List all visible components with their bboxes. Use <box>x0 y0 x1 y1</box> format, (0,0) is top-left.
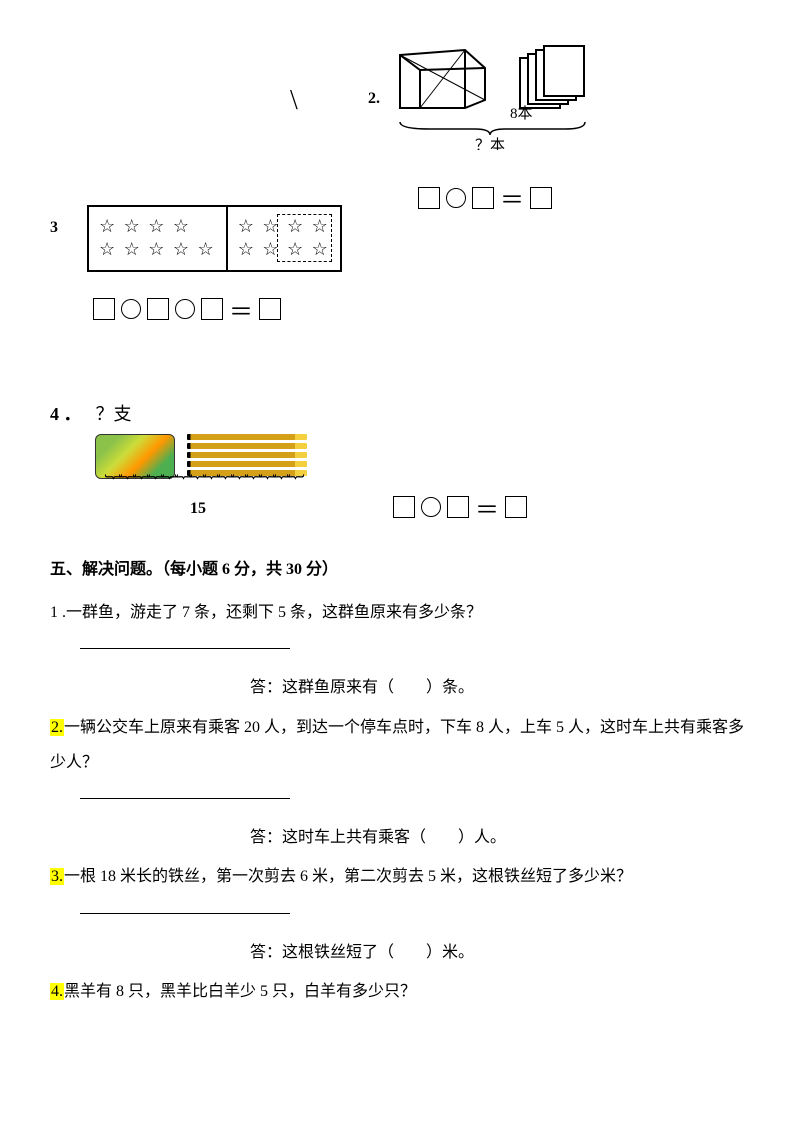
q2-8ben: 8本 <box>510 105 533 122</box>
wp2-text: 一辆公交车上原来有乘客 20 人，到达一个停车点时，下车 8 人，上车 5 人，… <box>50 719 744 771</box>
box-placeholder[interactable] <box>201 298 223 320</box>
wp3-text: 一根 18 米长的铁丝，第一次剪去 6 米，第二次剪去 5 米，这根铁丝短了多少… <box>64 868 632 885</box>
box-placeholder[interactable] <box>505 496 527 518</box>
star-row: ☆ ☆ ☆ ☆ ☆ <box>99 238 216 261</box>
q4-number: 4 ． <box>50 404 82 424</box>
wp2-number: 2. <box>50 719 64 736</box>
answer-blank-line[interactable] <box>80 913 290 914</box>
question-4: 4 ． ？支 ︸︸︸︸︸︸︸︸︸︸︸︸︸︸ 15 ＝ <box>50 400 530 525</box>
brace-icon: ︸︸︸︸︸︸︸︸︸︸︸︸︸︸ <box>95 479 310 490</box>
box-placeholder[interactable] <box>418 187 440 209</box>
question-2: 2. 8本 ？本 ＝ <box>370 40 600 215</box>
box-placeholder[interactable] <box>447 496 469 518</box>
pencil-icon <box>187 461 307 467</box>
box-placeholder[interactable] <box>393 496 415 518</box>
wp1-answer: 答：这群鱼原来有（ ）条。 <box>250 670 750 705</box>
q2-diagram: 8本 ？本 <box>370 40 600 120</box>
star-right-cell: ☆ ☆ ☆ ☆ ☆ ☆ ☆ ☆ <box>228 207 340 270</box>
wp1-text: 一群鱼，游走了 7 条，还剩下 5 条，这群鱼原来有多少条？ <box>66 604 482 621</box>
star-row: ☆ ☆ ☆ ☆ <box>99 215 216 238</box>
operator-placeholder[interactable] <box>121 299 141 319</box>
q4-total: 15 <box>190 500 206 517</box>
box-placeholder[interactable] <box>530 187 552 209</box>
q4-equation[interactable]: ＝ <box>390 490 530 525</box>
box-placeholder[interactable] <box>472 187 494 209</box>
equals-sign: ＝ <box>475 498 499 524</box>
operator-placeholder[interactable] <box>421 497 441 517</box>
q3-equation[interactable]: ＝ <box>90 292 342 327</box>
pencil-icon <box>187 452 307 458</box>
word-problem-3: 3.一根 18 米长的铁丝，第一次剪去 6 米，第二次剪去 5 米，这根铁丝短了… <box>50 859 750 970</box>
q4-label: ？支 <box>96 404 132 424</box>
section-5-title: 五、解决问题。（每小题 6 分，共 30 分） <box>50 555 338 579</box>
word-problem-1: 1 .一群鱼，游走了 7 条，还剩下 5 条，这群鱼原来有多少条？ 答：这群鱼原… <box>50 595 750 706</box>
wp1-number: 1 . <box>50 604 66 621</box>
q3-number: 3 <box>50 219 58 236</box>
star-diagram: ☆ ☆ ☆ ☆ ☆ ☆ ☆ ☆ ☆ ☆ ☆ ☆ ☆ ☆ ☆ ☆ ☆ <box>87 205 342 272</box>
word-problem-2: 2.一辆公交车上原来有乘客 20 人，到达一个停车点时，下车 8 人，上车 5 … <box>50 710 750 856</box>
pencil-icon <box>187 434 307 440</box>
box-placeholder[interactable] <box>93 298 115 320</box>
equals-sign: ＝ <box>500 188 524 214</box>
answer-blank-line[interactable] <box>80 798 290 799</box>
wp4-text: 黑羊有 8 只，黑羊比白羊少 5 只，白羊有多少只？ <box>64 983 416 1000</box>
operator-placeholder[interactable] <box>175 299 195 319</box>
box-placeholder[interactable] <box>259 298 281 320</box>
wp2-answer: 答：这时车上共有乘客（ ）人。 <box>250 820 750 855</box>
wp3-answer: 答：这根铁丝短了（ ）米。 <box>250 935 750 970</box>
word-problems: 1 .一群鱼，游走了 7 条，还剩下 5 条，这群鱼原来有多少条？ 答：这群鱼原… <box>50 595 750 1013</box>
box-placeholder[interactable] <box>147 298 169 320</box>
pencil-icon <box>187 443 307 449</box>
question-3: 3 ☆ ☆ ☆ ☆ ☆ ☆ ☆ ☆ ☆ ☆ ☆ ☆ ☆ ☆ ☆ ☆ ☆ ＝ <box>50 195 342 327</box>
star-left-cell: ☆ ☆ ☆ ☆ ☆ ☆ ☆ ☆ ☆ <box>89 207 228 270</box>
operator-placeholder[interactable] <box>446 188 466 208</box>
q4-diagram <box>95 434 530 479</box>
q2-equation[interactable]: ＝ <box>415 180 600 215</box>
pencil-case-icon <box>95 434 175 479</box>
answer-blank-line[interactable] <box>80 648 290 649</box>
dashed-selection <box>277 214 332 262</box>
slash-mark: \ <box>290 85 298 117</box>
wp3-number: 3. <box>50 868 64 885</box>
pencils-icon <box>187 434 307 479</box>
word-problem-4: 4.黑羊有 8 只，黑羊比白羊少 5 只，白羊有多少只？ <box>50 974 750 1009</box>
equals-sign: ＝ <box>229 300 253 326</box>
wp4-number: 4. <box>50 983 64 1000</box>
q2-qmark: ？本 <box>475 137 505 150</box>
